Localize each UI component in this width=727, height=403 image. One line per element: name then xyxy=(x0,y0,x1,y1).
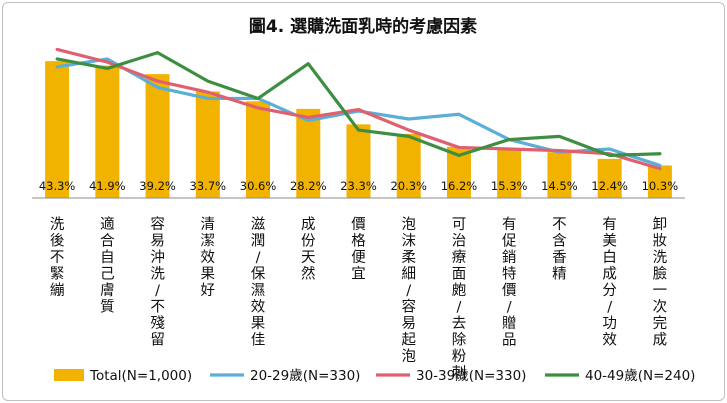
category-label-group: 洗後不緊繃 適合自己膚質 容易沖洗/不殘留 清潔效果好 滋潤/保濕效果佳 成份天然 價格便宜… xyxy=(50,215,668,382)
category-label-6: 價格便宜 xyxy=(351,216,366,283)
legend-item-0: Total(N=1,000) xyxy=(54,368,192,384)
value-label-3: 33.7% xyxy=(190,179,227,193)
value-label-12: 10.3% xyxy=(642,179,679,193)
value-label-9: 15.3% xyxy=(491,179,528,193)
bar-5 xyxy=(296,108,321,198)
value-label-group: 43.3% 41.9% 39.2% 33.7% 30.6% 28.2% 23.3% 20.3%… xyxy=(39,179,678,193)
value-label-1: 41.9% xyxy=(89,179,126,193)
bar-3 xyxy=(195,91,220,198)
value-label-11: 12.4% xyxy=(591,179,628,193)
bar-11 xyxy=(597,158,622,198)
bar-10 xyxy=(547,152,572,198)
category-label-8: 可治療面皰/去除粉刺 xyxy=(452,217,467,382)
category-label-9: 有促銷特價/贈品 xyxy=(502,216,517,349)
line-group xyxy=(55,47,662,171)
bar-2 xyxy=(145,74,170,198)
value-label-2: 39.2% xyxy=(139,179,176,193)
value-label-5: 28.2% xyxy=(290,179,327,193)
legend-label-3: 40-49歲(N=240) xyxy=(585,368,695,384)
category-label-12: 卸妝洗臉一次完成 xyxy=(653,216,668,349)
bar-9 xyxy=(497,149,522,198)
value-label-10: 14.5% xyxy=(541,179,578,193)
legend-item-3: 40-49歲(N=240) xyxy=(545,368,695,384)
value-label-6: 23.3% xyxy=(340,179,377,193)
value-label-4: 30.6% xyxy=(240,179,277,193)
bar-6 xyxy=(346,124,371,198)
category-label-3: 清潔效果好 xyxy=(201,216,216,299)
legend-label-1: 20-29歲(N=330) xyxy=(250,368,360,384)
legend-item-2: 30-39歲(N=330) xyxy=(376,368,526,384)
legend-label-0: Total(N=1,000) xyxy=(89,368,192,384)
bar-0 xyxy=(45,61,70,199)
category-label-4: 滋潤/保濕效果佳 xyxy=(251,216,266,349)
value-label-8: 16.2% xyxy=(441,179,478,193)
series-line-2 xyxy=(55,47,662,171)
category-label-10: 不含香精 xyxy=(552,217,567,283)
category-label-7: 泡沫柔細/容易起泡 xyxy=(401,216,416,365)
category-label-11: 有美白成分/功效 xyxy=(602,216,617,349)
category-label-0: 洗後不緊繃 xyxy=(50,216,65,299)
chart-title: 圖4. 選購洗面乳時的考慮因素 xyxy=(249,16,477,37)
bar-4 xyxy=(246,101,271,198)
value-label-7: 20.3% xyxy=(390,179,427,193)
legend-item-1: 20-29歲(N=330) xyxy=(210,368,360,384)
series-line-3 xyxy=(55,51,662,157)
bar-12 xyxy=(647,165,672,198)
category-label-2: 容易沖洗/不殘留 xyxy=(150,216,165,349)
bar-group xyxy=(45,61,672,199)
legend-label-2: 30-39歲(N=330) xyxy=(416,368,526,384)
bar-1 xyxy=(95,65,120,198)
category-label-1: 適合自己膚質 xyxy=(100,215,115,316)
bar-7 xyxy=(396,133,421,198)
value-label-0: 43.3% xyxy=(39,179,76,193)
legend: Total(N=1,000) 20-29歲(N=330) 30-39歲(N=330)… xyxy=(54,368,695,384)
category-label-5: 成份天然 xyxy=(301,216,316,283)
legend-swatch-0 xyxy=(54,369,84,381)
